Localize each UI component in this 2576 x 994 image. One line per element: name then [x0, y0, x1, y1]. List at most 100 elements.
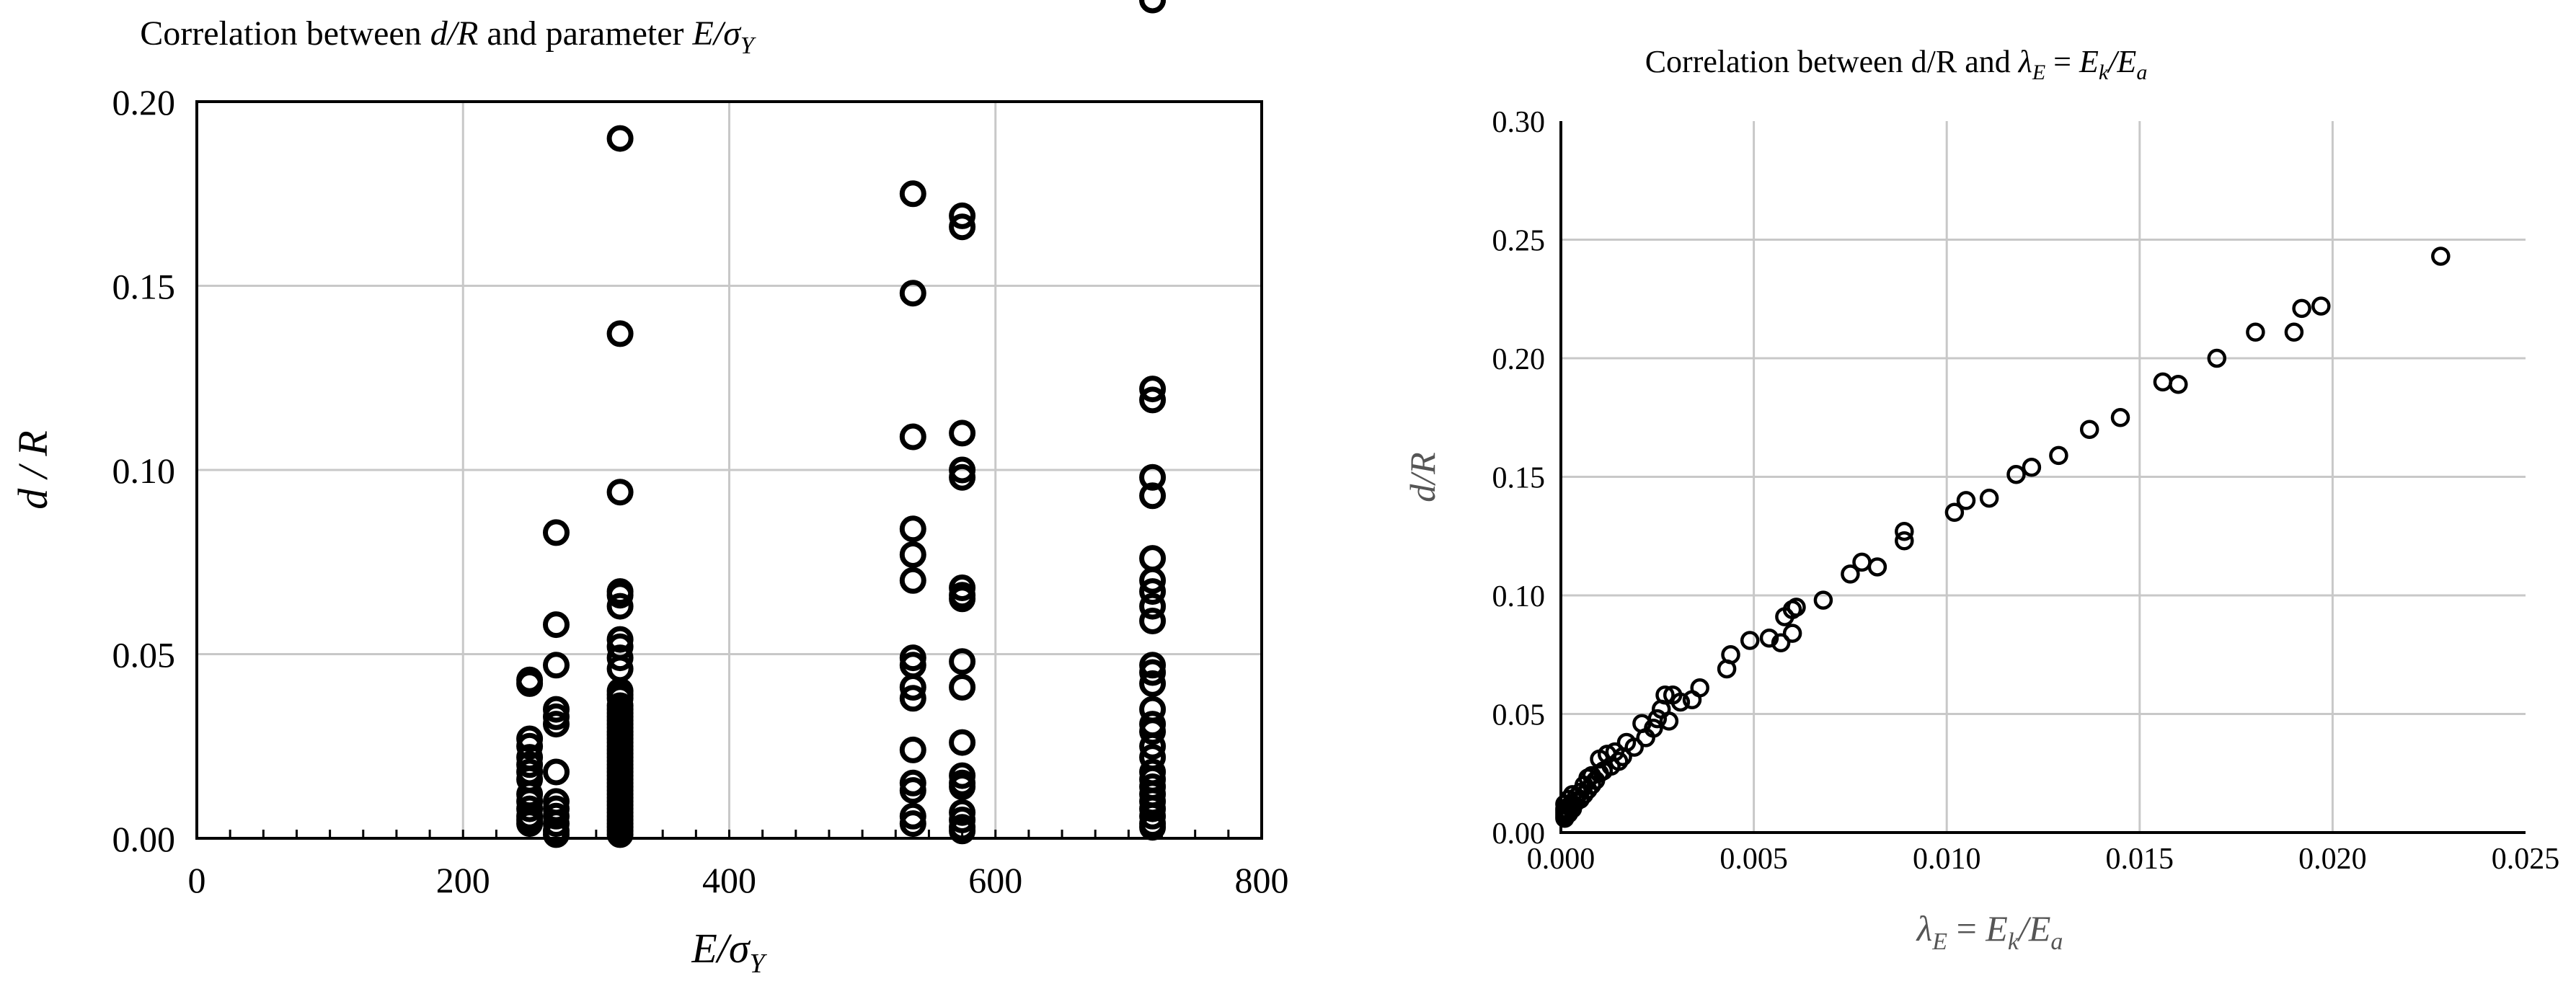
axes-right	[1559, 121, 2526, 834]
chart-title-right: Correlation between d/R and λE = Ek/Ea	[1645, 44, 2148, 84]
data-point-left	[899, 567, 926, 594]
data-point-right	[1590, 749, 1609, 769]
data-point-left	[949, 773, 976, 800]
data-point-left	[543, 758, 570, 786]
y-tick-label: 0.10	[112, 451, 176, 491]
data-point-left	[899, 777, 926, 804]
y-axis-label-right: d/R	[1402, 452, 1443, 502]
data-point-left	[1139, 545, 1167, 572]
data-point-left	[949, 585, 976, 613]
data-point-right	[1956, 491, 1976, 510]
data-point-left	[516, 732, 544, 760]
data-point-right	[1759, 628, 1779, 648]
data-point-left	[949, 729, 976, 756]
data-point-right	[2292, 298, 2311, 319]
data-point-left	[899, 736, 926, 763]
data-point-right	[1682, 690, 1702, 710]
data-point-left	[543, 519, 570, 546]
data-point-right	[2169, 374, 2188, 394]
data-point-left	[606, 644, 634, 672]
y-axis-label-left: d / R	[9, 430, 56, 510]
x-axis-label-left: E/σY	[691, 925, 767, 979]
data-point-left	[899, 685, 926, 712]
data-point-right	[1944, 502, 1965, 523]
chart-panel-left: Correlation between d/R and parameter E/…	[9, 0, 1289, 979]
data-point-left	[1139, 482, 1167, 510]
data-point-left	[1139, 386, 1167, 414]
x-tick-label: 0.005	[1719, 843, 1788, 876]
data-point-right	[2079, 420, 2099, 439]
x-ticks-right: 0.000 0.005 0.010 0.015 0.020 0.025	[1527, 843, 2560, 876]
data-point-left	[949, 213, 976, 241]
data-point-right	[1895, 531, 1914, 551]
data-point-right	[1555, 802, 1575, 821]
data-point-left	[1139, 578, 1167, 605]
data-point-left	[949, 648, 976, 675]
data-point-left	[1139, 567, 1167, 594]
data-point-left	[543, 821, 570, 848]
data-point-left	[899, 423, 926, 451]
chart-title-left: Correlation between d/R and parameter E/…	[140, 14, 756, 59]
data-points-right	[1555, 247, 2451, 828]
data-point-right	[1771, 633, 1791, 653]
y-tick-label: 0.10	[1492, 580, 1546, 613]
data-point-right	[1555, 809, 1575, 828]
data-point-left	[899, 810, 926, 838]
data-point-right	[2153, 372, 2173, 392]
scatter-chart-right: Correlation between d/R and λE = Ek/Ea 0…	[1402, 44, 2560, 955]
x-tick-label: 0.020	[2298, 843, 2367, 876]
grid-right	[1561, 121, 2526, 833]
data-point-left	[1139, 608, 1167, 634]
data-point-right	[1979, 488, 1999, 508]
data-point-left	[949, 463, 976, 491]
data-point-right	[2431, 247, 2451, 266]
plot-frame-left	[195, 100, 1263, 840]
data-point-right	[1852, 552, 1872, 572]
x-axis-label-right: λE = Ek/Ea	[1916, 908, 2063, 955]
data-point-right	[1775, 607, 1794, 626]
data-point-right	[2207, 348, 2227, 368]
data-point-left	[1139, 732, 1167, 760]
data-point-left	[899, 541, 926, 568]
data-point-right	[2284, 322, 2304, 342]
data-point-left	[1139, 463, 1167, 491]
data-point-right	[1841, 564, 1860, 584]
data-point-left	[1139, 718, 1167, 745]
y-tick-label: 0.30	[1492, 106, 1546, 139]
x-tick-label: 200	[436, 860, 490, 900]
data-point-left	[1139, 376, 1167, 403]
data-point-right	[1663, 685, 1683, 705]
y-tick-label: 0.00	[112, 819, 176, 859]
data-point-right	[1895, 521, 1914, 541]
data-point-right	[1782, 624, 1802, 643]
data-point-right	[2049, 445, 2068, 466]
x-tick-label: 800	[1235, 860, 1289, 900]
x-tick-label: 0.015	[2106, 843, 2174, 876]
data-point-left	[899, 180, 926, 208]
data-point-right	[2110, 408, 2130, 427]
grid-left	[197, 102, 1262, 838]
data-points-left	[516, 0, 1167, 848]
y-tick-label: 0.05	[1492, 699, 1546, 732]
x-tick-label: 0.010	[1913, 843, 1981, 876]
data-point-right	[2006, 464, 2026, 484]
x-tick-label: 0	[188, 860, 206, 900]
data-point-right	[1632, 714, 1652, 733]
data-point-left	[1139, 659, 1167, 686]
y-ticks-left: 0.00 0.05 0.10 0.15 0.20	[112, 82, 176, 859]
data-point-left	[543, 652, 570, 679]
data-point-left	[606, 593, 634, 620]
y-tick-label: 0.15	[1492, 462, 1546, 495]
x-tick-label: 400	[702, 860, 756, 900]
x-tick-label: 0.025	[2492, 843, 2560, 876]
data-point-left	[516, 810, 544, 838]
chart-panel-right: Correlation between d/R and λE = Ek/Ea 0…	[1334, 0, 2576, 990]
y-tick-label: 0.20	[1492, 343, 1546, 376]
data-point-left	[949, 817, 976, 845]
data-point-left	[949, 674, 976, 701]
data-point-right	[2311, 296, 2331, 316]
scatter-chart-left: Correlation between d/R and parameter E/…	[9, 0, 1289, 979]
data-point-left	[1139, 0, 1167, 14]
data-point-left	[606, 125, 634, 152]
data-point-left	[543, 611, 570, 639]
